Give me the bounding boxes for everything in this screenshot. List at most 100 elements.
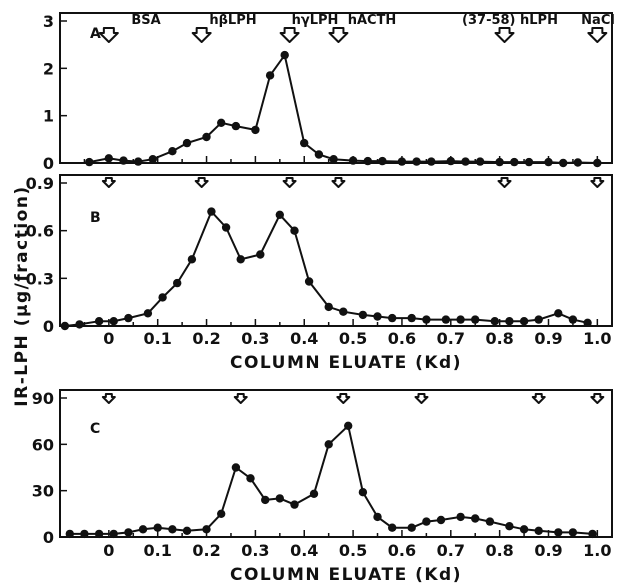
plot-frame-c [59, 389, 613, 538]
data-point [187, 255, 197, 264]
y-tick-label: 1 [43, 107, 54, 126]
data-point [427, 157, 436, 166]
x-tick-label: 0.1 [144, 541, 172, 560]
data-point [138, 525, 148, 534]
data-point [94, 529, 104, 539]
data-point [544, 157, 553, 167]
x-tick-label: 0.3 [241, 329, 269, 348]
data-point [422, 517, 431, 526]
x-tick-label: 0.5 [339, 541, 367, 560]
elution-marker-arrow [282, 177, 297, 188]
data-point [339, 307, 348, 316]
plot-frame-a [59, 12, 613, 164]
data-point [251, 125, 260, 135]
data-point [207, 207, 216, 216]
x-tick-label: 1.0 [583, 329, 611, 348]
panel-c: C 0 30 60 90 0 0.1 0.2 0.3 0.4 0.5 0.6 0.7 0.8 0.9 1.0 C… [32, 389, 613, 585]
elution-marker-arrow [279, 27, 300, 43]
data-point [593, 158, 602, 168]
data-point [153, 523, 162, 532]
x-tick-label: 0.5 [339, 329, 367, 348]
data-point [568, 528, 578, 537]
y-tick-label: 0 [43, 154, 54, 173]
data-point [168, 525, 177, 534]
data-point [65, 529, 75, 539]
data-point [407, 313, 416, 323]
data-point [256, 250, 265, 259]
data-point [495, 157, 504, 167]
data-point [85, 157, 94, 167]
data-point [94, 317, 104, 326]
marker-labels: BSA hβLPH hγLPH hACTH (37-58) hLPH NaCl [131, 13, 615, 28]
x-tick-label: 0.4 [290, 329, 318, 348]
data-point [554, 528, 563, 537]
elution-marker-arrow [590, 177, 605, 188]
data-point [173, 278, 182, 288]
data-point [554, 309, 563, 318]
elution-marker-arrow [494, 27, 515, 43]
marker-label-nacl: NaCl [581, 13, 615, 28]
data-point [461, 157, 470, 166]
data-point [441, 315, 451, 324]
x-tick-label: 0.9 [534, 329, 562, 348]
x-tick-label: 1.0 [583, 541, 611, 560]
data-point [534, 526, 543, 535]
elution-marker-arrow [336, 393, 351, 404]
data-point [217, 509, 226, 518]
data-point [124, 528, 133, 537]
data-point [373, 312, 382, 321]
data-point [534, 315, 543, 324]
data-point [485, 517, 495, 526]
data-point [436, 515, 446, 525]
data-point [109, 529, 118, 539]
x-tick-label: 0 [103, 329, 114, 348]
data-point [524, 157, 534, 167]
elution-marker-arrow [98, 27, 119, 43]
data-point [388, 313, 397, 323]
data-point [388, 523, 397, 532]
panel-letter-b: B [90, 210, 101, 226]
elution-marker-arrow [414, 393, 429, 404]
elution-marker-arrow [590, 393, 605, 404]
elution-marker-arrow [233, 393, 248, 404]
data-point [134, 157, 143, 166]
data-point [261, 495, 270, 505]
panel-letter-a: A [90, 26, 101, 42]
data-point [446, 156, 455, 166]
x-tick-label: 0.8 [485, 541, 513, 560]
data-point [407, 523, 416, 532]
x-tick-label: 0.4 [290, 541, 318, 560]
data-point [363, 156, 372, 166]
x-tick-label: 0.1 [144, 329, 172, 348]
x-tick-label: 0.2 [192, 541, 220, 560]
data-point [309, 489, 319, 498]
data-point [505, 317, 514, 326]
data-point [456, 512, 465, 522]
data-point [471, 315, 480, 324]
data-point [236, 255, 245, 264]
y-tick-label: 0 [43, 528, 54, 547]
x-tick-label: 0.3 [241, 541, 269, 560]
x-tick-label: 0.7 [437, 329, 465, 348]
data-point [304, 277, 314, 286]
marker-label-37-58-hlph: (37-58) hLPH [462, 13, 558, 28]
elution-marker-arrow [331, 177, 346, 188]
series-line-c [69, 423, 593, 535]
data-point [202, 132, 211, 142]
y-tick-label: 0.9 [26, 174, 54, 193]
elution-marker-arrow [587, 27, 608, 43]
data-point [275, 210, 284, 219]
data-point [246, 474, 255, 483]
data-point [510, 157, 519, 167]
data-point [202, 525, 211, 534]
data-point [583, 318, 592, 327]
data-point [109, 317, 118, 326]
data-point [358, 488, 368, 497]
data-point [119, 156, 128, 165]
data-point [265, 71, 275, 80]
data-point [397, 157, 407, 166]
elution-marker-arrow [531, 393, 546, 404]
data-point [143, 309, 153, 318]
data-point [148, 155, 157, 164]
